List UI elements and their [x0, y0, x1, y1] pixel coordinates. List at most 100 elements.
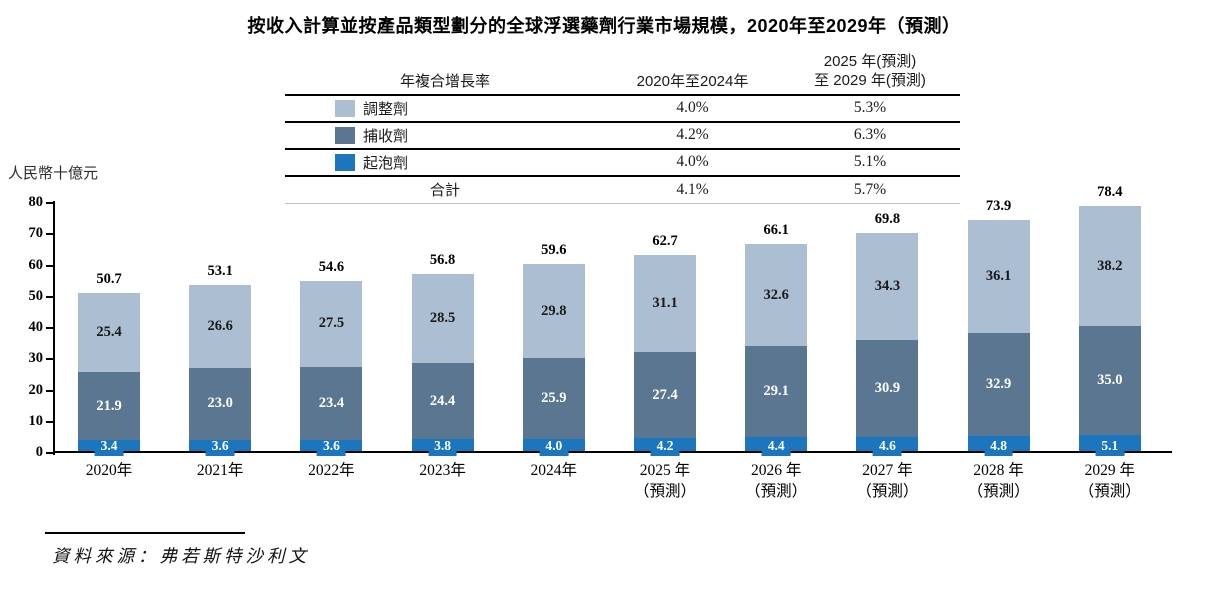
y-axis-tick: [46, 233, 54, 236]
bar-segment-collectors: 32.9: [967, 333, 1030, 436]
bar-segment-regulators: 27.5: [300, 280, 363, 367]
bar-segment-value: 32.6: [763, 286, 789, 303]
y-axis-tick: [46, 202, 54, 204]
bar-segment-regulators: 38.2: [1078, 206, 1141, 326]
bar-segment-collectors: 27.4: [634, 352, 696, 438]
x-axis-label: 2022年: [308, 462, 355, 479]
bar-segment-collectors: 30.9: [856, 340, 919, 437]
bar-segment-regulators: 26.6: [189, 284, 252, 368]
bar-segment-value: 3.6: [205, 436, 235, 456]
bar-total-label: 54.6: [318, 258, 345, 275]
bar-segment-value: 4.0: [539, 436, 569, 456]
y-axis-tick-label: 80: [28, 194, 44, 210]
y-axis-tick-label: 70: [28, 225, 44, 242]
bar-segment-frothers: 3.4: [78, 436, 140, 456]
bar-segment-value: 29.8: [541, 302, 567, 319]
y-axis-tick-label: 40: [28, 319, 44, 335]
bar-segment-value: 25.4: [96, 323, 122, 340]
x-axis: [53, 451, 1172, 453]
bar-total-label: 66.1: [763, 222, 789, 239]
x-axis-label: 2024年: [530, 462, 578, 479]
legend-label: 起泡劑: [363, 154, 409, 172]
x-axis-label: 2025 年 （預測）: [633, 462, 696, 500]
bar-total-label: 69.8: [874, 210, 901, 227]
bar-segment-value: 3.6: [316, 436, 346, 456]
y-axis-tick-label: 20: [28, 381, 44, 398]
y-axis: [53, 201, 55, 455]
total-row-label: 合計: [429, 182, 460, 199]
bar-segment-value: 35.0: [1097, 371, 1123, 388]
bar-segment-value: 4.6: [872, 436, 902, 456]
cagr-header-period2: 2025 年(預測) 至 2029 年(預測): [814, 53, 926, 89]
bar-segment-regulators: 29.8: [522, 264, 585, 358]
bar-segment-value: 38.2: [1097, 257, 1123, 274]
bar-segment-value: 27.4: [652, 386, 678, 403]
y-axis-tick-label: 30: [28, 350, 44, 367]
bar-segment-frothers: 4.2: [634, 436, 696, 456]
bar-total-label: 50.7: [96, 270, 122, 287]
bar-segment-regulators: 34.3: [856, 232, 919, 341]
x-axis-label: 2021年: [196, 462, 244, 479]
y-axis-tick: [46, 389, 54, 392]
bar-segment-frothers: 4.0: [522, 436, 585, 456]
x-axis-label: 2029 年 （預測）: [1078, 462, 1141, 500]
bar-segment-collectors: 29.1: [745, 346, 808, 438]
bar-segment-value: 4.2: [650, 436, 680, 456]
x-axis-label: 2023年: [419, 462, 466, 479]
x-axis-label: 2020年: [85, 462, 133, 479]
cagr-value: 4.2%: [676, 126, 709, 143]
chart-title: 按收入計算並按產品類型劃分的全球浮選藥劑行業市場規模，2020年至2029年（預…: [247, 16, 961, 36]
cagr-value: 5.1%: [853, 153, 887, 171]
cagr-row-frothers: 起泡劑 4.0% 5.1%: [285, 150, 960, 177]
bar-segment-value: 30.9: [874, 379, 901, 396]
bar-total-label: 78.4: [1097, 184, 1123, 201]
cagr-table-header: 年複合增長率 2020年至2024年 2025 年(預測) 至 2029 年(預…: [285, 53, 960, 96]
bar-segment-value: 23.4: [318, 394, 345, 411]
bar-segment-regulators: 25.4: [78, 292, 140, 372]
bar-segment-frothers: 3.6: [189, 436, 252, 456]
cagr-value: 5.7%: [853, 180, 887, 198]
bar-total-label: 73.9: [985, 198, 1012, 215]
cagr-row-regulators: 調整劑 4.0% 5.3%: [285, 96, 960, 123]
bar-segment-value: 27.5: [318, 315, 345, 332]
bar-segment-frothers: 4.8: [967, 436, 1030, 456]
cagr-value: 4.1%: [676, 180, 709, 198]
bar-segment-frothers: 4.4: [745, 436, 808, 456]
bar-segment-value: 26.6: [207, 317, 233, 334]
bar-segment-value: 34.3: [874, 277, 901, 294]
bar-segment-collectors: 21.9: [78, 371, 140, 441]
bar-total-label: 59.6: [541, 242, 567, 259]
y-axis-tick: [46, 264, 54, 267]
bar-segment-value: 32.9: [985, 376, 1012, 393]
y-axis-tick: [46, 327, 54, 329]
cagr-header-metric: 年複合增長率: [399, 72, 490, 90]
bar-segment-frothers: 3.6: [300, 436, 363, 456]
bar-segment-frothers: 3.8: [411, 436, 474, 456]
y-axis-tick-label: 0: [35, 444, 43, 460]
y-axis-unit-label: 人民幣十億元: [8, 165, 99, 182]
bar-segment-value: 4.4: [761, 436, 791, 456]
y-axis-tick: [46, 295, 54, 298]
cagr-header-period1: 2020年至2024年: [636, 72, 749, 90]
legend-swatch-frothers-icon: [335, 153, 355, 171]
legend-label: 調整劑: [363, 100, 409, 118]
bar-segment-collectors: 25.9: [522, 357, 585, 439]
y-axis-tick-label: 50: [28, 287, 44, 304]
plot-area: 0 10 20 30 40 50 60 70 80 3.4 21.9 25.4 50.7 3.6 23.0 2…: [0, 184, 1208, 460]
bar-segment-collectors: 24.4: [411, 362, 474, 440]
y-axis-tick-label: 60: [28, 256, 44, 273]
x-axis-label: 2027 年 （預測）: [856, 462, 919, 500]
bar-segment-value: 5.1: [1095, 436, 1125, 456]
bar-segment-regulators: 28.5: [411, 273, 474, 363]
source-divider: [45, 532, 245, 534]
bar-segment-value: 21.9: [96, 397, 122, 414]
legend-swatch-regulators-icon: [335, 99, 355, 117]
x-axis-label: 2026 年 （預測）: [745, 462, 808, 500]
bar-segment-value: 28.5: [429, 309, 456, 326]
cagr-row-collectors: 捕收劑 4.2% 6.3%: [285, 123, 960, 150]
bar-segment-value: 3.8: [428, 436, 458, 456]
legend-swatch-collectors-icon: [335, 126, 355, 144]
x-axis-label: 2028 年 （預測）: [967, 462, 1030, 500]
bar-segment-collectors: 23.4: [300, 366, 363, 440]
